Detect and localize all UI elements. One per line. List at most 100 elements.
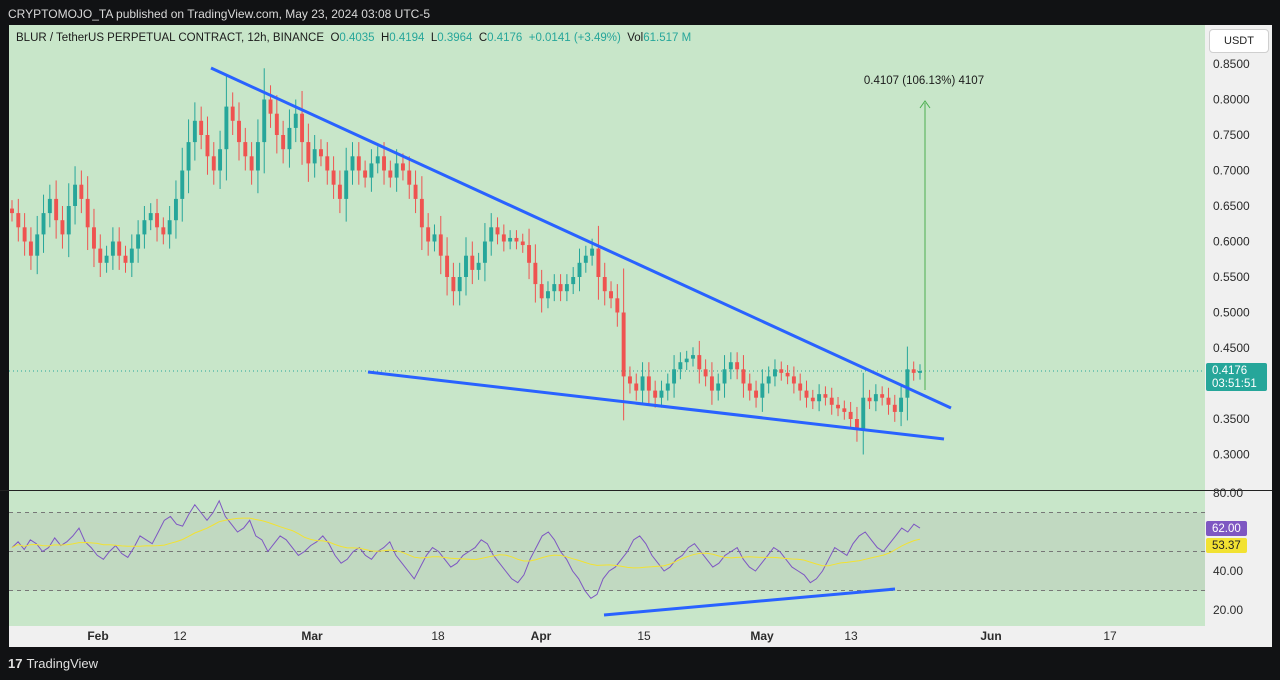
candle-body	[634, 383, 639, 391]
high-value: 0.4194	[389, 32, 425, 44]
candle-body	[791, 376, 796, 384]
publisher-header: CRYPTOMOJO_TA published on TradingView.c…	[0, 0, 1280, 28]
price-tick-label: 0.7500	[1213, 128, 1250, 142]
candle-body	[848, 411, 853, 419]
candle-body	[255, 142, 260, 171]
price-tick-label: 0.8000	[1213, 93, 1250, 107]
candle-body	[54, 198, 59, 221]
rsi-ma-line	[11, 517, 921, 569]
candle-body	[760, 383, 765, 398]
time-tick-label: Feb	[87, 629, 108, 643]
candle-body	[388, 170, 393, 178]
price-pane[interactable]	[9, 25, 1205, 490]
low-label: L	[430, 32, 438, 44]
candle-body	[716, 383, 721, 391]
time-tick-label: 17	[1103, 629, 1117, 643]
candle-body	[16, 213, 21, 228]
low-value: 0.3964	[437, 32, 473, 44]
candle-body	[735, 362, 740, 370]
candle-body	[319, 149, 323, 157]
candle-body	[173, 198, 178, 221]
price-tick-label: 0.8500	[1213, 57, 1250, 71]
candle-body	[230, 106, 235, 121]
candle-body	[697, 355, 702, 370]
candle-body	[520, 241, 525, 246]
price-tick-label: 0.5500	[1213, 270, 1250, 284]
candle-body	[92, 227, 96, 249]
candle-body	[98, 248, 103, 263]
candle-body	[10, 208, 14, 214]
candle-body	[136, 234, 141, 249]
candle-body	[899, 397, 904, 412]
candle-body	[344, 170, 349, 199]
candle-body	[615, 298, 620, 313]
candle-body	[911, 369, 916, 373]
candle-body	[564, 284, 569, 292]
candle-body	[747, 383, 752, 391]
candle-body	[646, 376, 651, 391]
price-tick-label: 0.6000	[1213, 235, 1250, 249]
candle-body	[224, 106, 229, 150]
candle-body	[432, 234, 437, 242]
candle-body	[817, 394, 822, 402]
candle-body	[110, 241, 115, 256]
candle-body	[66, 206, 71, 235]
candle-body	[577, 262, 582, 277]
currency-button[interactable]: USDT	[1209, 29, 1269, 53]
open-label: O	[330, 32, 340, 44]
tradingview-logo[interactable]: 17 TradingView	[8, 655, 98, 673]
candle-body	[552, 284, 557, 292]
candle-body	[464, 255, 468, 277]
price-tick-label: 0.7000	[1213, 164, 1250, 178]
candle-body	[426, 227, 431, 242]
candle-body	[773, 369, 777, 377]
time-tick-label: Jun	[980, 629, 1001, 643]
rsi-band	[9, 512, 1205, 591]
candle-body	[451, 277, 456, 292]
candle-body	[300, 113, 305, 143]
candle-body	[823, 394, 828, 398]
candle-body	[356, 156, 361, 171]
lower-trendline	[367, 370, 945, 441]
time-axis[interactable]	[9, 626, 1272, 647]
candle-body	[394, 163, 399, 178]
open-value: 0.4035	[339, 32, 375, 44]
candle-body	[237, 120, 241, 143]
candle-body	[312, 149, 317, 164]
candle-body	[476, 262, 481, 270]
candle-body	[325, 156, 330, 171]
volume-label: Vol	[627, 32, 644, 44]
candle-body	[539, 284, 544, 299]
candle-body	[306, 142, 311, 164]
candle-body	[533, 262, 538, 285]
price-badge	[1206, 363, 1267, 391]
rsi-pane[interactable]	[9, 491, 1205, 626]
rsi-tick-label: 40.00	[1213, 564, 1243, 578]
candle-body	[457, 277, 462, 292]
candle-body	[627, 376, 632, 384]
candle-body	[205, 135, 210, 157]
candle-body	[363, 170, 368, 178]
candle-body	[861, 397, 866, 430]
time-tick-label: 18	[431, 629, 445, 643]
candle-body	[73, 184, 78, 206]
candle-body	[867, 397, 872, 402]
candle-body	[546, 291, 550, 299]
upper-trendline	[210, 66, 952, 410]
change-value: +0.0141 (+3.49%)	[528, 32, 621, 44]
candle-body	[810, 397, 815, 402]
candle-body	[438, 234, 443, 256]
rsi-badge-value: 62.00	[1212, 523, 1241, 535]
candle-body	[262, 99, 267, 143]
candle-body	[596, 248, 601, 277]
candle-body	[602, 277, 607, 292]
candle-body	[419, 198, 424, 228]
candle-body	[678, 362, 683, 370]
candle-body	[400, 163, 405, 171]
candle-body	[489, 227, 494, 242]
candle-body	[79, 184, 84, 199]
price-tick-label: 0.4500	[1213, 341, 1250, 355]
time-tick-label: 13	[844, 629, 858, 643]
candle-body	[854, 419, 859, 430]
